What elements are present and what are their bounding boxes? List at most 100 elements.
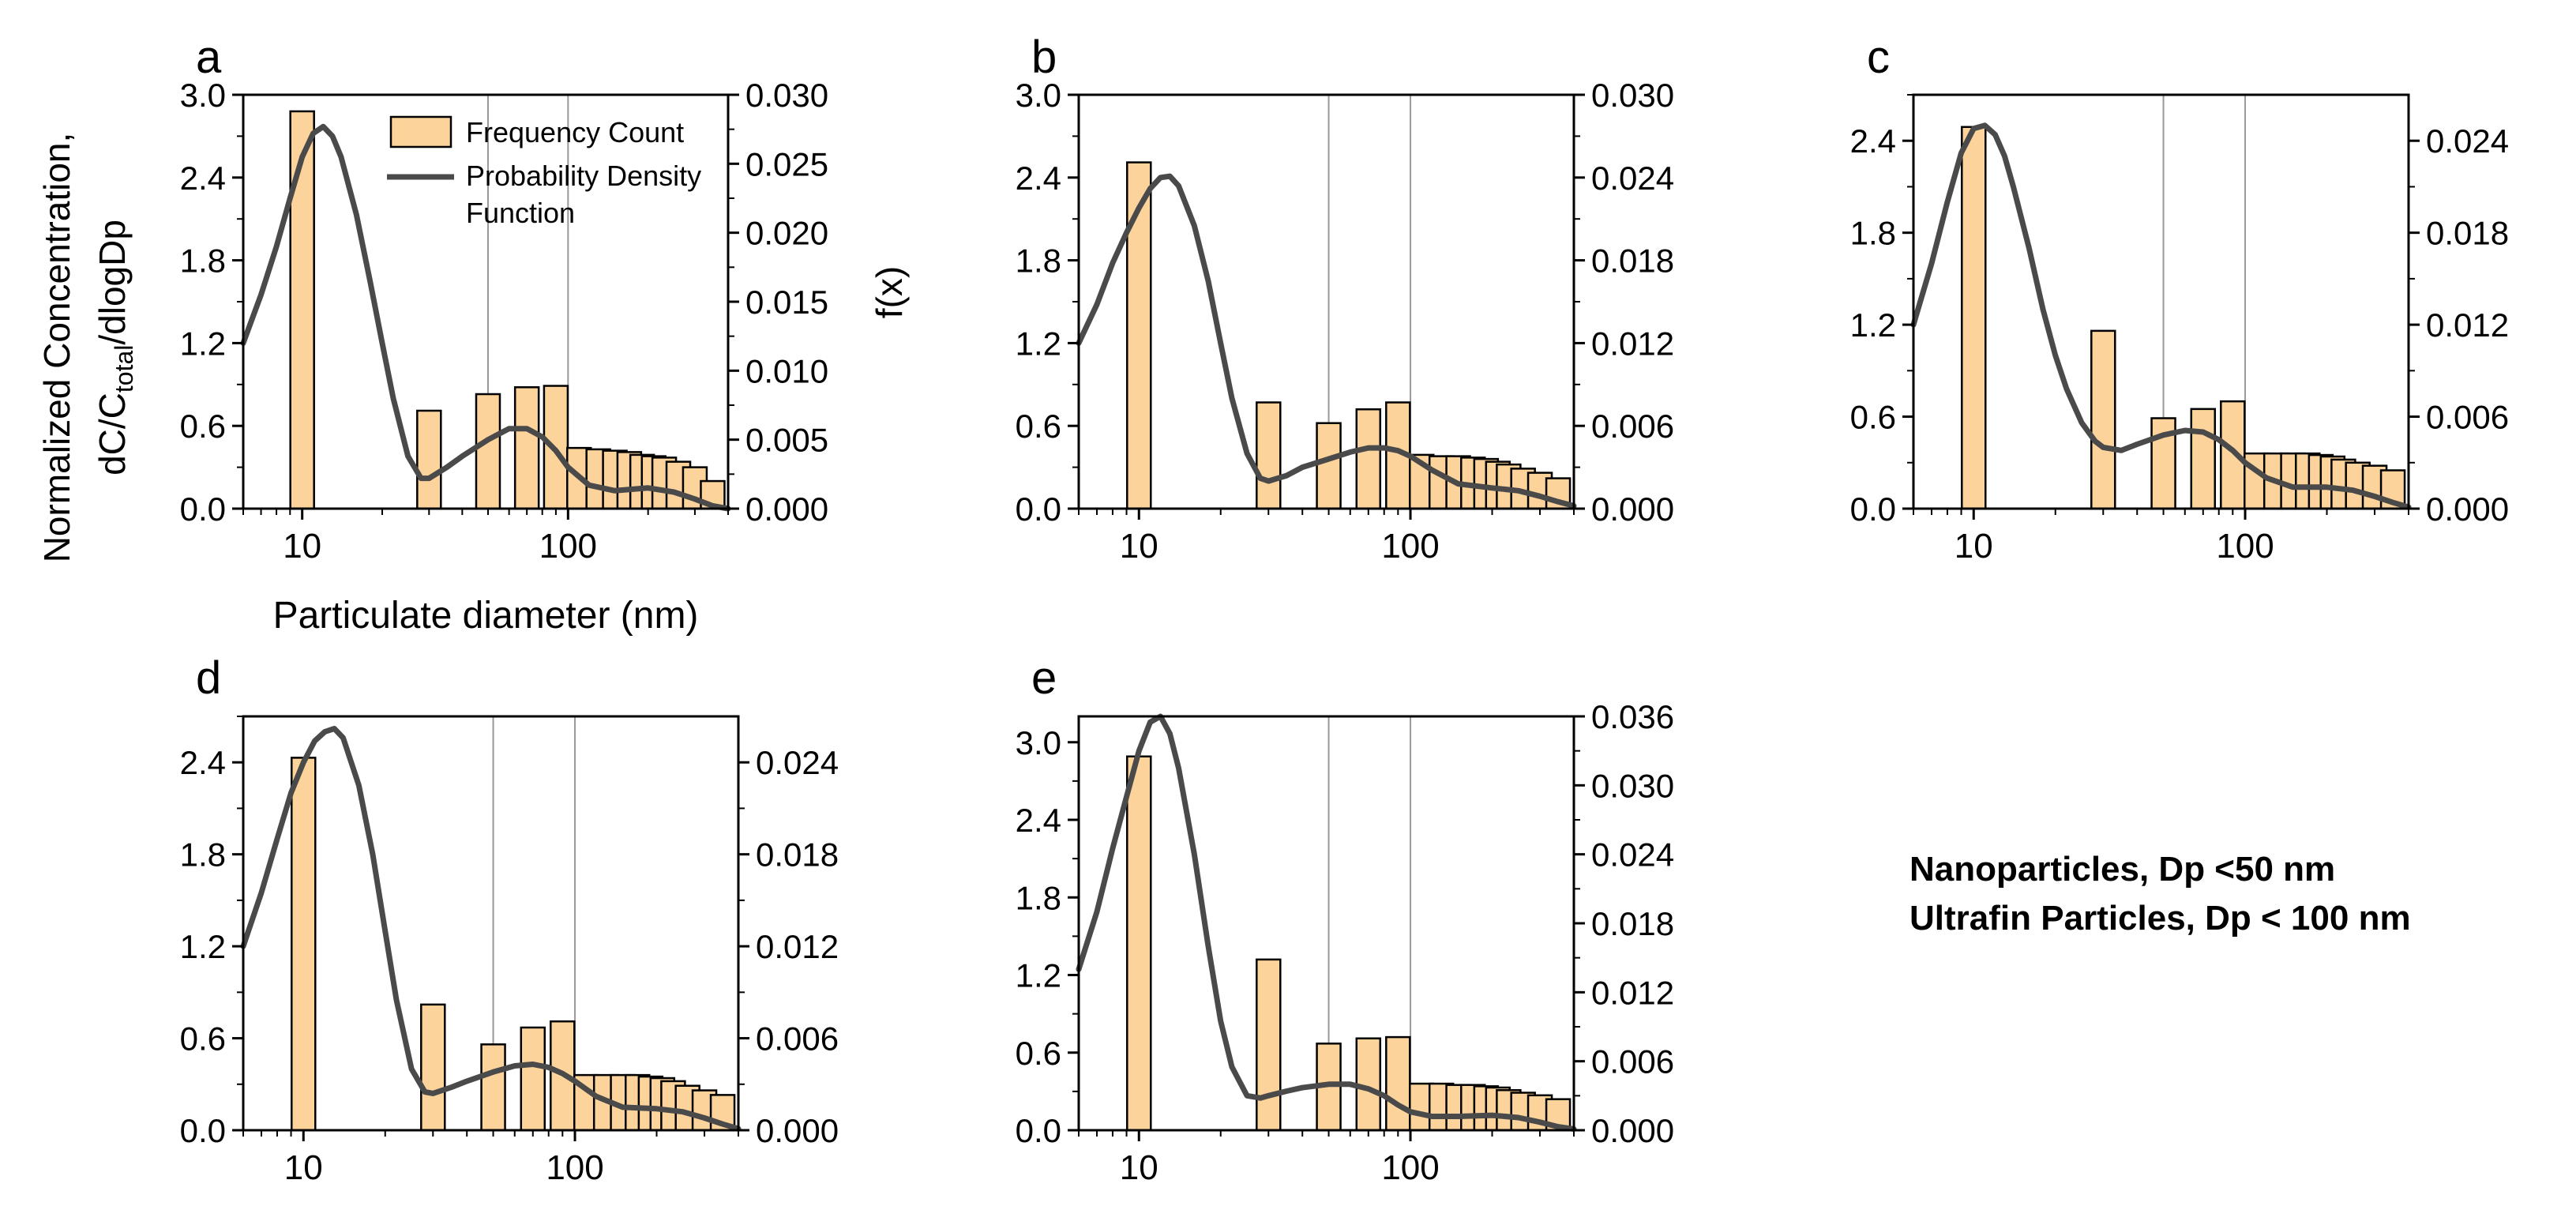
- ytick-label-e: 1.2: [1016, 957, 1061, 994]
- y-axis-label-line1: Normalized Concentration,: [36, 133, 77, 563]
- bar-b-30: [1256, 401, 1282, 510]
- y2tick-label-e: 0.030: [1591, 767, 1674, 804]
- ytick-label-a: 0.0: [180, 490, 226, 528]
- chart-panel-a: a 0.0 0.6 1.2 1.8 2.4 3.0 0.000 0.005 0.010 0.015 0…: [180, 32, 829, 566]
- caption-line-ultrafine: Ultrafin Particles, Dp < 100 nm: [1909, 899, 2411, 938]
- xtick-label-a: 10: [283, 527, 321, 566]
- y2tick-label-c: 0.012: [2426, 306, 2509, 344]
- ytick-label-c: 1.8: [1850, 215, 1896, 252]
- legend-bar-swatch: [389, 115, 452, 148]
- y2tick-label-e: 0.024: [1591, 836, 1674, 874]
- xtick-label-b: 10: [1120, 527, 1158, 566]
- caption-line-nanoparticles: Nanoparticles, Dp <50 nm: [1909, 850, 2336, 889]
- y-axis-label-line2: dC/Ctotal/dlogDp: [92, 220, 138, 475]
- plot-frame-c: [1912, 93, 2410, 510]
- ytick-label-b: 0.0: [1016, 490, 1061, 528]
- y2tick-label-b: 0.024: [1591, 160, 1674, 197]
- ytick-label-b: 0.6: [1016, 408, 1061, 445]
- xtick-label-c: 10: [1955, 527, 1993, 566]
- ytick-label-a: 2.4: [180, 160, 226, 197]
- y2tick-label-a: 0.010: [745, 352, 828, 389]
- y2tick-label-a: 0.025: [745, 145, 828, 182]
- ytick-label-b: 1.8: [1016, 242, 1061, 280]
- legend-curve-label-line1: Probability Density: [466, 160, 701, 192]
- ytick-label-d: 0.6: [180, 1020, 226, 1058]
- y2tick-label-b: 0.006: [1591, 408, 1674, 445]
- ytick-label-a: 1.8: [180, 242, 226, 280]
- ytick-label-d: 1.8: [180, 836, 226, 874]
- panel-label-a: a: [196, 32, 222, 83]
- ytick-label-d: 2.4: [180, 744, 226, 781]
- ytick-label-a: 0.6: [180, 408, 226, 445]
- ytick-label-a: 1.2: [180, 325, 226, 362]
- xtick-label-d: 100: [546, 1148, 603, 1187]
- y2tick-label-c: 0.024: [2426, 122, 2509, 160]
- x-axis-label: Particulate diameter (nm): [273, 595, 699, 637]
- bar-c-70: [2190, 408, 2217, 510]
- y2tick-label-b: 0.030: [1591, 77, 1674, 114]
- bar-b-70: [1355, 408, 1382, 510]
- y2tick-label-b: 0.000: [1591, 490, 1674, 528]
- bar-e-90: [1385, 1035, 1411, 1132]
- xtick-label-e: 10: [1120, 1148, 1158, 1187]
- bar-e-10: [1126, 755, 1152, 1132]
- bar-d-50: [480, 1043, 506, 1132]
- bar-c-30: [2090, 329, 2116, 510]
- y2tick-label-a: 0.005: [745, 422, 828, 459]
- xtick-label-a: 100: [539, 527, 597, 566]
- y2tick-label-d: 0.018: [756, 836, 839, 874]
- figure-caption: Nanoparticles, Dp <50 nm Ultrafin Partic…: [1909, 845, 2411, 943]
- y2tick-label-a: 0.015: [745, 284, 828, 321]
- y2tick-label-d: 0.006: [756, 1020, 839, 1058]
- ytick-label-b: 3.0: [1016, 77, 1061, 114]
- ytick-label-e: 3.0: [1016, 724, 1061, 761]
- y2tick-label-e: 0.006: [1591, 1043, 1674, 1080]
- ytick-label-b: 2.4: [1016, 160, 1061, 197]
- ytick-label-c: 0.6: [1850, 399, 1896, 436]
- ytick-label-c: 0.0: [1850, 490, 1896, 528]
- y2tick-label-b: 0.018: [1591, 242, 1674, 280]
- bar-d-10: [291, 757, 317, 1132]
- y2tick-label-e: 0.018: [1591, 905, 1674, 942]
- panel-a-annotations: Particulate diameter (nm) Normalized Conc…: [36, 115, 910, 637]
- legend-curve-label-line2: Function: [466, 197, 575, 229]
- xtick-label-b: 100: [1381, 527, 1439, 566]
- y2tick-label-d: 0.024: [756, 744, 839, 781]
- ytick-label-b: 1.2: [1016, 325, 1061, 362]
- y2tick-label-c: 0.000: [2426, 490, 2509, 528]
- pdf-curve-c: [1910, 122, 2412, 510]
- ytick-label-d: 0.0: [180, 1112, 226, 1149]
- chart-panel-e: e 0.0 0.6 1.2 1.8 2.4 3.0 0.000 0.006 0.012 0.018 0…: [1016, 652, 1675, 1187]
- y2tick-label-a: 0.020: [745, 215, 828, 252]
- ytick-label-e: 0.0: [1016, 1112, 1061, 1149]
- ytick-label-e: 1.8: [1016, 879, 1061, 916]
- y2-axis-label: f(x): [869, 266, 910, 318]
- ytick-label-c: 1.2: [1850, 306, 1896, 344]
- y2tick-label-a: 0.000: [745, 490, 828, 528]
- ytick-label-a: 3.0: [180, 77, 226, 114]
- y2tick-label-d: 0.012: [756, 928, 839, 965]
- y2tick-label-c: 0.006: [2426, 399, 2509, 436]
- xtick-label-c: 100: [2216, 527, 2274, 566]
- chart-panel-b: b 0.0 0.6 1.2 1.8 2.4 3.0 0.000 0.006 0.012 0.018 0…: [1016, 32, 1675, 566]
- ytick-label-e: 2.4: [1016, 802, 1061, 839]
- y2tick-label-a: 0.030: [745, 77, 828, 114]
- pdf-curve-a: [240, 123, 731, 512]
- panel-label-e: e: [1031, 652, 1057, 704]
- y2tick-label-b: 0.012: [1591, 325, 1674, 362]
- y2tick-label-e: 0.000: [1591, 1112, 1674, 1149]
- pdf-curve-e: [1076, 713, 1577, 1132]
- ytick-label-c: 2.4: [1850, 122, 1896, 160]
- chart-panel-c: c 0.0 0.6 1.2 1.8 2.4 0.000 0.006 0.012 0.018 0.02…: [1850, 32, 2510, 566]
- bar-e-30: [1256, 958, 1282, 1132]
- xtick-label-d: 10: [284, 1148, 323, 1187]
- pdf-curve-b: [1076, 173, 1577, 509]
- bar-a-30: [416, 409, 442, 510]
- bar-d-30: [420, 1003, 446, 1132]
- chart-panel-d: d 0.0 0.6 1.2 1.8 2.4 0.000 0.006 0.012 0.018 0.02…: [180, 652, 839, 1187]
- ytick-label-e: 0.6: [1016, 1035, 1061, 1072]
- y2tick-label-e: 0.012: [1591, 974, 1674, 1011]
- bar-a-50: [475, 393, 501, 510]
